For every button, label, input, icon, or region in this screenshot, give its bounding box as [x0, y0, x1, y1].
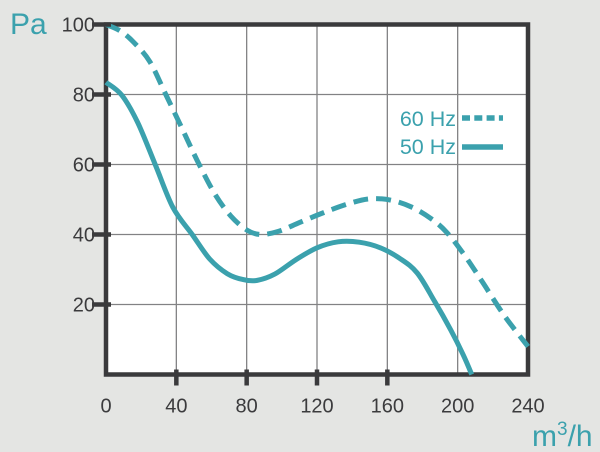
x-axis-unit-label: m3/h — [532, 419, 593, 452]
curves — [104, 22, 530, 376]
x-tick-label: 240 — [511, 396, 544, 418]
y-tick-label: 80 — [73, 85, 95, 107]
x-tick-label: 80 — [236, 396, 258, 418]
y-tick-label: 20 — [73, 295, 95, 317]
x-unit-base: m — [532, 420, 557, 452]
legend: 60 Hz 50 Hz — [400, 107, 503, 159]
y-tick-label: 100 — [62, 15, 95, 37]
x-tick-label: 120 — [300, 396, 333, 418]
x-tick-label: 40 — [165, 396, 187, 418]
x-unit-superscript: 3 — [557, 419, 568, 440]
x-unit-rest: /h — [568, 420, 593, 452]
y-tick-label: 40 — [73, 225, 95, 247]
y-axis-unit-label: Pa — [10, 8, 47, 41]
legend-item-50hz: 50 Hz — [400, 135, 503, 159]
y-tick-label: 60 — [73, 155, 95, 177]
legend-label: 50 Hz — [400, 135, 456, 159]
curve-60hz — [104, 22, 530, 349]
legend-item-60hz: 60 Hz — [400, 107, 503, 131]
curve-50hz — [104, 80, 475, 376]
x-tick-label: 0 — [100, 396, 111, 418]
grid — [106, 24, 528, 375]
tick-marks — [92, 22, 390, 386]
x-tick-label: 200 — [441, 396, 474, 418]
x-tick-label: 160 — [371, 396, 404, 418]
legend-label: 60 Hz — [400, 107, 456, 131]
